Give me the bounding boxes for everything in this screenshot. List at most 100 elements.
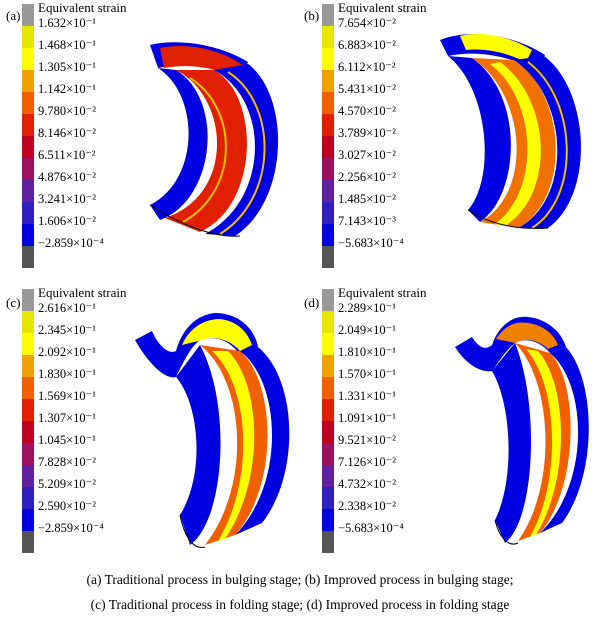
colorbar-band	[322, 26, 334, 48]
figure-caption-line-2: (c) Traditional process in folding stage…	[90, 597, 510, 612]
colorbar-tick: 2.289×10⁻¹	[338, 301, 397, 315]
colorbar-tick: 7.126×10⁻²	[338, 455, 397, 469]
colorbar-tick: 1.468×10⁻¹	[38, 38, 97, 52]
colorbar-tick: 7.143×10⁻³	[338, 214, 397, 228]
colorbar-tick: 2.616×10⁻¹	[38, 301, 97, 315]
colorbar-band	[322, 48, 334, 70]
colorbar-tick: 2.092×10⁻¹	[38, 345, 97, 359]
colorbar-band	[322, 158, 334, 180]
colorbar-band	[22, 289, 34, 311]
colorbar	[22, 4, 34, 268]
colorbar-tick: 1.045×10⁻¹	[38, 433, 97, 447]
legend-title: Equivalent strain	[38, 285, 127, 300]
colorbar-tick: 7.828×10⁻²	[38, 455, 97, 469]
colorbar-band	[22, 311, 34, 333]
legend-title: Equivalent strain	[38, 0, 127, 15]
colorbar-band	[22, 114, 34, 136]
colorbar-band	[22, 399, 34, 421]
strain-contour-shape	[440, 33, 581, 229]
colorbar-band	[22, 465, 34, 487]
colorbar-tick: 1.632×10⁻¹	[38, 16, 97, 30]
colorbar-band	[22, 48, 34, 70]
colorbar-band	[22, 158, 34, 180]
colorbar-tick: 4.732×10⁻²	[338, 477, 397, 491]
colorbar-band	[322, 487, 334, 509]
colorbar-band	[322, 4, 334, 26]
colorbar-band	[22, 92, 34, 114]
colorbar-band	[22, 4, 34, 26]
panel-b: (b) Equivalent strain 7.654×10⁻² 6.883×1…	[300, 0, 600, 285]
panel-label: (a)	[6, 8, 21, 23]
colorbar-tick: −5.683×10⁻⁴	[338, 521, 404, 535]
colorbar-band	[322, 202, 334, 224]
colorbar-tick: 9.780×10⁻²	[38, 104, 97, 118]
colorbar-tick: 6.112×10⁻²	[338, 60, 396, 74]
colorbar-tick: 1.142×10⁻¹	[38, 82, 97, 96]
colorbar-tick: −2.859×10⁻⁴	[38, 236, 104, 250]
colorbar-band	[322, 114, 334, 136]
colorbar-tick: 2.256×10⁻²	[338, 170, 397, 184]
colorbar-tick: 1.810×10⁻¹	[338, 345, 397, 359]
colorbar-band	[22, 70, 34, 92]
colorbar-band	[22, 180, 34, 202]
legend-title: Equivalent strain	[338, 285, 427, 300]
colorbar	[322, 289, 334, 553]
colorbar-tick: 4.570×10⁻²	[338, 104, 397, 118]
figure-caption-line-1: (a) Traditional process in bulging stage…	[86, 572, 514, 587]
colorbar-band	[322, 289, 334, 311]
colorbar-tick: 6.883×10⁻²	[338, 38, 397, 52]
colorbar-band	[322, 531, 334, 553]
colorbar-band	[22, 377, 34, 399]
colorbar-band	[322, 92, 334, 114]
panel-d: (d) Equivalent strain 2.289×10⁻¹ 2.049×1…	[300, 285, 600, 570]
colorbar-band	[322, 70, 334, 92]
colorbar-band	[322, 399, 334, 421]
colorbar-tick: 1.569×10⁻¹	[38, 389, 97, 403]
colorbar-tick: 1.307×10⁻¹	[38, 411, 97, 425]
colorbar-tick: 2.590×10⁻²	[38, 499, 97, 513]
colorbar-band	[322, 421, 334, 443]
panel-label: (d)	[304, 295, 320, 310]
colorbar-band	[322, 443, 334, 465]
colorbar-tick: 9.521×10⁻²	[338, 433, 397, 447]
colorbar-tick: 1.606×10⁻²	[38, 214, 97, 228]
colorbar-tick: 6.511×10⁻²	[38, 148, 96, 162]
colorbar-tick: 2.345×10⁻¹	[38, 323, 97, 337]
colorbar-tick: 4.876×10⁻²	[38, 170, 97, 184]
colorbar-band	[22, 224, 34, 246]
colorbar-tick: −5.683×10⁻⁴	[338, 236, 404, 250]
colorbar-tick: 3.027×10⁻²	[338, 148, 397, 162]
colorbar-band	[22, 509, 34, 531]
colorbar-tick: 7.654×10⁻²	[338, 16, 397, 30]
colorbar-tick: 8.146×10⁻²	[38, 126, 97, 140]
colorbar-band	[322, 180, 334, 202]
colorbar-band	[22, 355, 34, 377]
colorbar-band	[22, 487, 34, 509]
colorbar-band	[322, 333, 334, 355]
strain-contour-shape	[455, 316, 589, 545]
colorbar-band	[322, 136, 334, 158]
colorbar-tick: 1.305×10⁻¹	[38, 60, 97, 74]
colorbar-band	[22, 246, 34, 268]
colorbar-band	[22, 26, 34, 48]
panel-label: (c)	[6, 295, 21, 310]
colorbar-band	[322, 377, 334, 399]
colorbar-tick: 1.091×10⁻¹	[338, 411, 397, 425]
strain-contour-shape	[149, 42, 279, 237]
colorbar-tick: 5.209×10⁻²	[38, 477, 97, 491]
colorbar-tick: 3.241×10⁻²	[38, 192, 97, 206]
colorbar-tick: 1.830×10⁻¹	[38, 367, 97, 381]
colorbar-band	[322, 224, 334, 246]
colorbar-tick: 1.331×10⁻¹	[338, 389, 397, 403]
colorbar-tick: 1.570×10⁻¹	[338, 367, 397, 381]
colorbar-tick: 1.485×10⁻²	[338, 192, 397, 206]
colorbar	[322, 4, 334, 268]
colorbar-band	[22, 443, 34, 465]
strain-contour-shape	[135, 313, 290, 549]
panel-label: (b)	[304, 8, 320, 23]
colorbar-band	[322, 465, 334, 487]
colorbar-tick: 3.789×10⁻²	[338, 126, 397, 140]
colorbar-tick: −2.859×10⁻⁴	[38, 521, 104, 535]
colorbar-tick: 2.049×10⁻¹	[338, 323, 397, 337]
colorbar-band	[322, 311, 334, 333]
